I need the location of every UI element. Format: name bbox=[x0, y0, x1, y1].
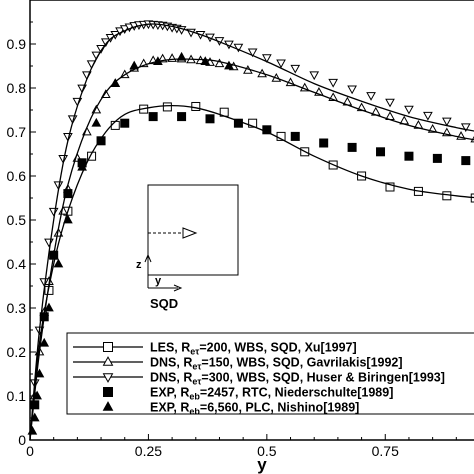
series-1-point bbox=[214, 58, 225, 68]
series-2-point bbox=[328, 78, 339, 88]
x-tick-label: 0.75 bbox=[372, 443, 399, 459]
y-tick-label: 0.8 bbox=[7, 80, 27, 96]
series-3-point bbox=[376, 147, 386, 157]
inset-square bbox=[147, 184, 239, 276]
plot-markers bbox=[27, 20, 474, 435]
legend-marker-0 bbox=[103, 342, 113, 352]
series-3-point bbox=[205, 114, 215, 124]
series-4-point bbox=[224, 60, 234, 70]
series-2-point bbox=[423, 111, 433, 121]
legend-label-2: DNS, Reτ=300, WBS, SQD, Huser & Biringen… bbox=[150, 371, 445, 387]
series-2-point bbox=[39, 278, 50, 287]
legend-marker-2 bbox=[102, 373, 114, 383]
inset-y-arrow-icon bbox=[173, 284, 183, 292]
y-tick-label: 0.5 bbox=[7, 212, 27, 228]
y-tick-label: 0.7 bbox=[7, 124, 27, 140]
inset-z-arrow-icon bbox=[144, 253, 152, 263]
series-2-point bbox=[385, 98, 395, 108]
inset-flow-arrow-icon bbox=[182, 227, 198, 239]
series-4-point bbox=[176, 51, 187, 61]
series-line-0 bbox=[29, 104, 474, 441]
y-tick-label: 0.9 bbox=[7, 36, 27, 52]
series-0-point bbox=[191, 101, 201, 111]
series-2-point bbox=[67, 115, 78, 125]
series-2-point bbox=[63, 133, 73, 142]
series-2-point bbox=[460, 123, 471, 133]
series-3-point bbox=[63, 189, 73, 199]
y-tick-label: 0.3 bbox=[7, 300, 27, 316]
series-0-point bbox=[385, 182, 395, 192]
series-3-point bbox=[432, 153, 442, 163]
series-0-point bbox=[162, 102, 172, 112]
legend-label-4: EXP, Reb=6,560, PLC, Nishino[1989] bbox=[150, 401, 359, 417]
y-axis-ticks: 0 0.1 0.2 0.3 0.4 0.5 0.6 0.7 0.8 0.9 bbox=[7, 21, 36, 448]
series-3-point bbox=[96, 136, 106, 146]
series-2-point bbox=[233, 43, 244, 53]
legend-marker-1 bbox=[102, 356, 114, 366]
y-tick-label: 0.6 bbox=[7, 168, 27, 184]
x-tick-label: 0.25 bbox=[135, 443, 162, 459]
legend-label-1: DNS, Reτ=150, WBS, SQD, Gavrilakis[1992] bbox=[150, 356, 403, 372]
legend-label-3: EXP, Reb=2457, RTC, Niederschulte[1989] bbox=[150, 386, 393, 402]
plot-lines bbox=[29, 23, 474, 441]
series-4-point bbox=[53, 258, 64, 268]
series-2-point bbox=[404, 105, 414, 115]
legend-marker-3 bbox=[103, 387, 113, 397]
series-2-point bbox=[290, 64, 301, 74]
legend-label-0: LES, Reτ=200, WBS, SQD, Xu[1997] bbox=[150, 341, 357, 357]
series-0-point bbox=[87, 151, 97, 161]
x-axis-ticks: 0 0.25 0.5 0.75 bbox=[26, 434, 457, 459]
series-line-2 bbox=[29, 23, 474, 441]
y-tick-label: 0.4 bbox=[7, 256, 27, 272]
series-1-point bbox=[470, 135, 474, 143]
series-3-point bbox=[319, 138, 329, 148]
inset-z-label: z bbox=[136, 259, 142, 271]
inset-title: SQD bbox=[150, 296, 178, 311]
series-2-point bbox=[53, 181, 64, 191]
series-3-point bbox=[461, 156, 471, 166]
series-2-point bbox=[58, 155, 69, 164]
x-axis-title: y bbox=[257, 455, 267, 474]
series-3-point bbox=[177, 112, 187, 122]
series-2-point bbox=[261, 54, 272, 63]
series-3-point bbox=[290, 131, 300, 141]
series-2-point bbox=[366, 92, 376, 101]
y-tick-label: 0.1 bbox=[7, 388, 27, 404]
series-3-point bbox=[148, 112, 158, 122]
series-4-point bbox=[39, 337, 50, 347]
x-tick-label: 0 bbox=[26, 443, 34, 459]
series-2-point bbox=[309, 71, 320, 81]
series-2-point bbox=[247, 48, 258, 58]
y-tick-label: 0 bbox=[18, 432, 26, 448]
series-3-point bbox=[120, 118, 130, 128]
series-2-point bbox=[276, 59, 286, 69]
legend: LES, Reτ=200, WBS, SQD, Xu[1997]DNS, Reτ… bbox=[66, 332, 474, 417]
y-tick-label: 0.2 bbox=[7, 344, 27, 360]
x-tick-label: 0.5 bbox=[257, 443, 277, 459]
series-2-point bbox=[44, 238, 54, 248]
series-4-point bbox=[200, 56, 211, 65]
series-0-point bbox=[442, 191, 452, 201]
legend-marker-4 bbox=[102, 401, 114, 411]
series-3-point bbox=[404, 151, 414, 161]
series-3-point bbox=[233, 118, 243, 128]
series-line-1 bbox=[29, 58, 474, 441]
series-3-point bbox=[347, 142, 357, 152]
series-2-point bbox=[441, 117, 452, 127]
series-0-point bbox=[248, 118, 258, 128]
inset-y-label: y bbox=[155, 275, 162, 287]
series-3-point bbox=[30, 400, 40, 410]
series-2-point bbox=[347, 85, 357, 95]
inset-schematic: z y SQD bbox=[136, 184, 239, 311]
series-0-point bbox=[110, 120, 120, 130]
series-4-point bbox=[44, 302, 54, 312]
series-4-point bbox=[91, 117, 102, 127]
series-2-point bbox=[48, 207, 59, 217]
